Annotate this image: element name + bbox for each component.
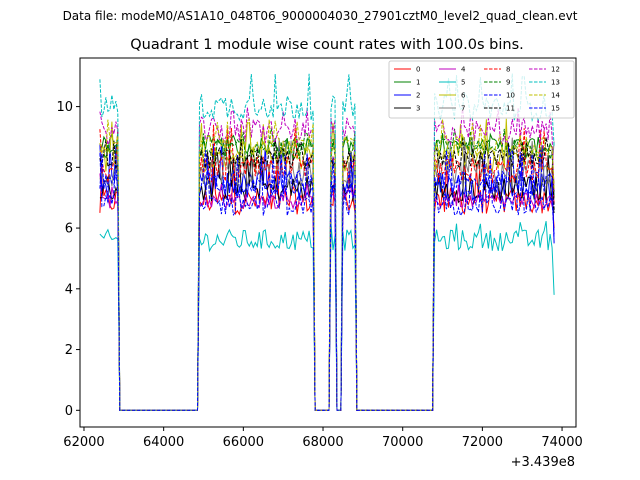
series-line-15 [99, 150, 555, 411]
legend-label-2: 2 [416, 92, 420, 100]
x-tick-label: 66000 [223, 435, 264, 450]
x-tick-label: 72000 [462, 435, 503, 450]
legend-label-5: 5 [461, 79, 465, 87]
legend-label-11: 11 [506, 105, 515, 113]
legend-label-3: 3 [416, 105, 420, 113]
legend-label-4: 4 [461, 66, 466, 74]
x-tick-label: 64000 [143, 435, 184, 450]
x-tick-label: 70000 [382, 435, 423, 450]
y-tick-label: 8 [65, 161, 73, 176]
legend-box [388, 60, 575, 119]
x-offset-label: +3.439e8 [511, 455, 575, 470]
legend-label-7: 7 [461, 105, 465, 113]
y-tick-label: 0 [65, 404, 73, 419]
legend-label-1: 1 [416, 79, 420, 87]
series-layer [99, 73, 555, 411]
legend-label-0: 0 [416, 66, 420, 74]
y-tick-label: 2 [65, 343, 73, 358]
suptitle: Data file: modeM0/AS1A10_048T06_90000040… [63, 9, 578, 23]
x-tick-label: 68000 [302, 435, 343, 450]
legend-label-9: 9 [506, 79, 510, 87]
chart-title: Quadrant 1 module wise count rates with … [130, 37, 524, 53]
y-tick-label: 10 [56, 100, 73, 115]
legend-label-15: 15 [551, 105, 560, 113]
legend-label-10: 10 [506, 92, 515, 100]
x-tick-label: 74000 [541, 435, 582, 450]
x-tick-label: 62000 [63, 435, 104, 450]
legend-label-12: 12 [551, 66, 560, 74]
y-tick-label: 6 [65, 222, 73, 237]
legend-label-13: 13 [551, 79, 560, 87]
axes-frame [79, 57, 577, 428]
ticks-layer: 62000 64000 66000 68000 70000 72000 74000 0 2 4 6 8… [56, 100, 582, 450]
legend-label-6: 6 [461, 92, 466, 100]
legend-label-8: 8 [506, 66, 510, 74]
y-tick-label: 4 [65, 282, 73, 297]
legend-label-14: 14 [551, 92, 560, 100]
series-line-13 [99, 73, 555, 411]
